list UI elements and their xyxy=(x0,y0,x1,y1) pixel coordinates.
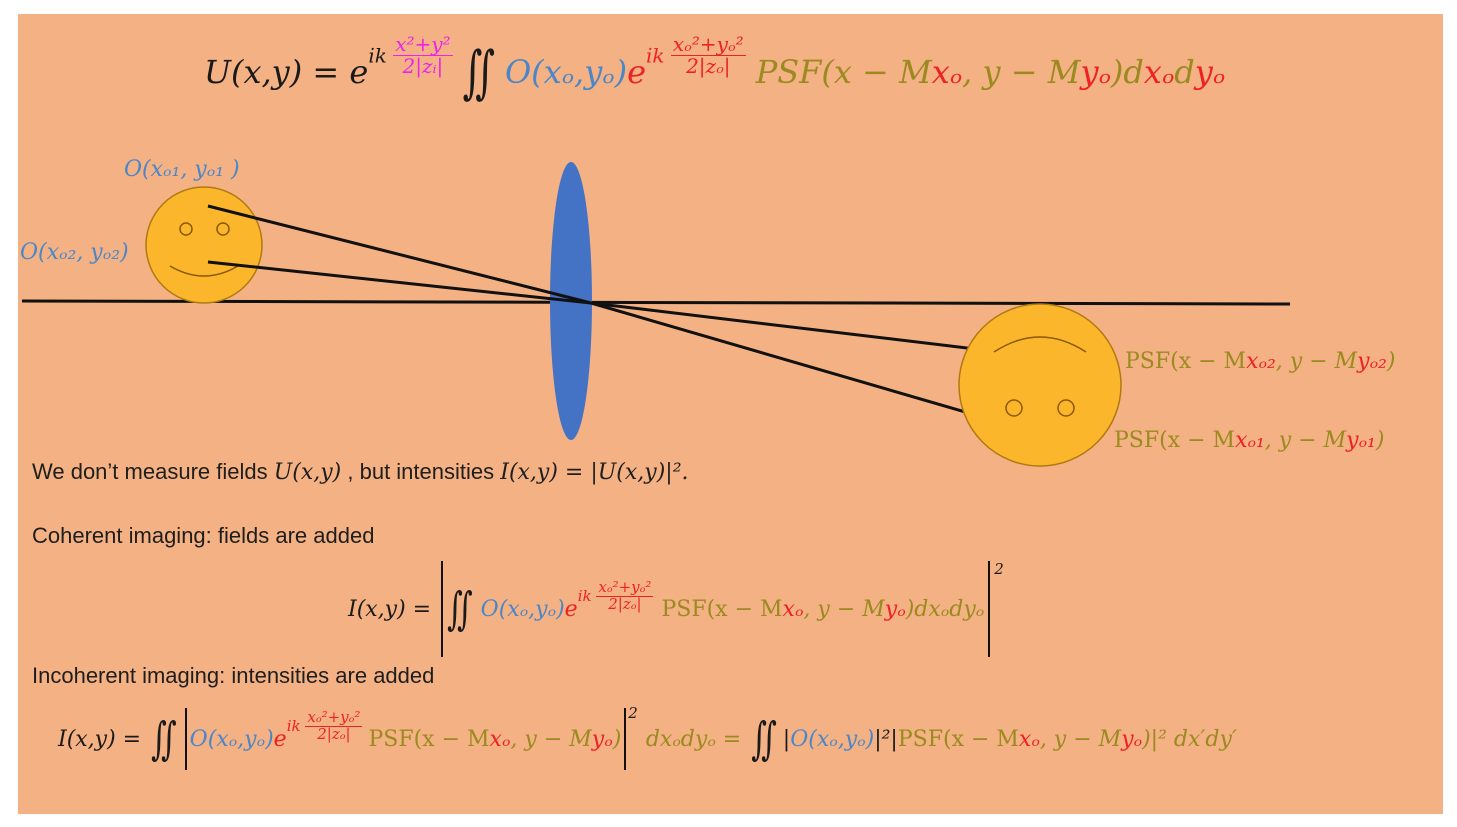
coherent-eq-object: O(xₒ,yₒ) xyxy=(481,597,565,622)
incoherent-integral-sign: ∬ xyxy=(151,713,177,766)
incoherent-abs-object: O(xₒ,yₒ) xyxy=(790,727,874,752)
psf2-label-b: xₒ₂ xyxy=(1246,349,1276,374)
incoherent-psf2-b: xₒ xyxy=(1019,727,1040,752)
coherent-eq-power: 2 xyxy=(994,560,1004,578)
object-smiley-face xyxy=(146,187,262,303)
coherent-eq-lhs: I(x,y) = xyxy=(348,597,431,622)
psf1-label-d: yₒ₁ xyxy=(1346,428,1376,453)
psf-image-2-label: PSF(x − Mxₒ₂, y − Myₒ₂) xyxy=(1125,349,1395,374)
psf-image-1-label: PSF(x − Mxₒ₁, y − Myₒ₁) xyxy=(1114,428,1384,453)
incoherent-psf2-c: , y − M xyxy=(1040,727,1121,752)
coherent-eq-fraction: xₒ²+yₒ² 2|zₒ| xyxy=(596,580,653,613)
coherent-eq-abs-bars: ∬ O(xₒ,yₒ) e ik xₒ²+yₒ² 2|zₒ| PSF(x − Mxₒ… xyxy=(441,561,990,657)
psf1-label-a: PSF(x − M xyxy=(1114,428,1235,453)
psf2-label-e: ) xyxy=(1387,349,1396,374)
coherent-heading: Coherent imaging: fields are added xyxy=(32,523,374,549)
incoherent-eq-num: xₒ²+yₒ² xyxy=(305,710,362,727)
coherent-psf-e: )dxₒdyₒ xyxy=(906,597,985,622)
psf1-label-b: xₒ₁ xyxy=(1235,428,1265,453)
psf1-label-e: ) xyxy=(1376,428,1385,453)
incoherent-eq-den: 2|zₒ| xyxy=(305,727,362,743)
psf1-label-c: , y − M xyxy=(1265,428,1346,453)
image-smiley-face-inverted xyxy=(959,304,1121,466)
incoherent-eq-fraction: xₒ²+yₒ² 2|zₒ| xyxy=(305,710,362,743)
incoherent-psf2-e: )|² dx′dy′ xyxy=(1142,727,1237,752)
incoherent-psf2-a: PSF(x − M xyxy=(898,727,1019,752)
coherent-psf-a: PSF(x − M xyxy=(661,597,782,622)
coherent-psf-b: xₒ xyxy=(783,597,804,622)
incoherent-psf-d: yₒ xyxy=(592,727,613,752)
object-point-2-label: O(xₒ₂, yₒ₂) xyxy=(20,240,129,265)
incoherent-integral-sign-2: ∬ xyxy=(751,713,777,766)
incoherent-eq-ik: ik xyxy=(287,717,301,735)
ray-point-2 xyxy=(208,262,591,303)
psf2-label-c: , y − M xyxy=(1276,349,1357,374)
incoherent-eq-power: 2 xyxy=(628,704,638,722)
incoherent-eq-psf: PSF(x − Mxₒ, y − Myₒ) xyxy=(368,727,621,752)
incoherent-eq-lhs: I(x,y) = xyxy=(58,727,141,752)
coherent-eq-e: e xyxy=(565,597,578,622)
incoherent-psf-c: , y − M xyxy=(510,727,591,752)
coherent-psf-c: , y − M xyxy=(803,597,884,622)
slide-background: U(x,y) = e ik x²+y² 2|zᵢ| ∬ O(xₒ,yₒ) e i… xyxy=(18,14,1443,814)
measure-text-c: , but intensities xyxy=(341,459,500,484)
incoherent-eq-abs-bars: O(xₒ,yₒ) e ik xₒ²+yₒ² 2|zₒ| PSF(x − Mxₒ, … xyxy=(185,708,627,770)
incoherent-psf-a: PSF(x − M xyxy=(368,727,489,752)
incoherent-psf2-d: yₒ xyxy=(1121,727,1142,752)
incoherent-psf-e: ) xyxy=(613,727,622,752)
ray-point-1 xyxy=(208,206,591,303)
coherent-eq-exponent: ik xₒ²+yₒ² 2|zₒ| xyxy=(578,580,654,613)
incoherent-eq-object: O(xₒ,yₒ) xyxy=(190,727,274,752)
incoherent-abs-open: | xyxy=(783,727,790,752)
coherent-integral-sign: ∬ xyxy=(447,583,473,636)
coherent-psf-d: yₒ xyxy=(885,597,906,622)
coherent-equation: I(x,y) = ∬ O(xₒ,yₒ) e ik xₒ²+yₒ² 2|zₒ| PS… xyxy=(348,554,1004,664)
measurement-sentence: We don’t measure fields U(x,y) , but int… xyxy=(32,459,689,485)
measure-text-u: U(x,y) xyxy=(274,460,342,485)
measure-text-a: We don’t measure fields xyxy=(32,459,274,484)
object-point-1-label: O(xₒ₁, yₒ₁ ) xyxy=(124,157,240,182)
incoherent-psf-b: xₒ xyxy=(490,727,511,752)
incoherent-abs-mid: |²| xyxy=(874,727,898,752)
incoherent-eq-dxdy: dxₒdyₒ = xyxy=(646,727,741,752)
measure-text-intensity: I(x,y) = |U(x,y)|². xyxy=(500,460,688,485)
coherent-eq-num: xₒ²+yₒ² xyxy=(596,580,653,597)
incoherent-equation: I(x,y) = ∬ O(xₒ,yₒ) e ik xₒ²+yₒ² 2|zₒ| PS… xyxy=(58,694,1237,784)
psf2-label-d: yₒ₂ xyxy=(1357,349,1387,374)
psf2-label-a: PSF(x − M xyxy=(1125,349,1246,374)
coherent-eq-den: 2|zₒ| xyxy=(596,597,653,613)
incoherent-heading: Incoherent imaging: intensities are adde… xyxy=(32,663,434,689)
incoherent-eq-e: e xyxy=(274,727,287,752)
coherent-eq-ik: ik xyxy=(578,587,592,605)
coherent-eq-psf: PSF(x − Mxₒ, y − Myₒ)dxₒdyₒ xyxy=(661,597,984,622)
incoherent-eq-exponent: ik xₒ²+yₒ² 2|zₒ| xyxy=(287,710,363,743)
